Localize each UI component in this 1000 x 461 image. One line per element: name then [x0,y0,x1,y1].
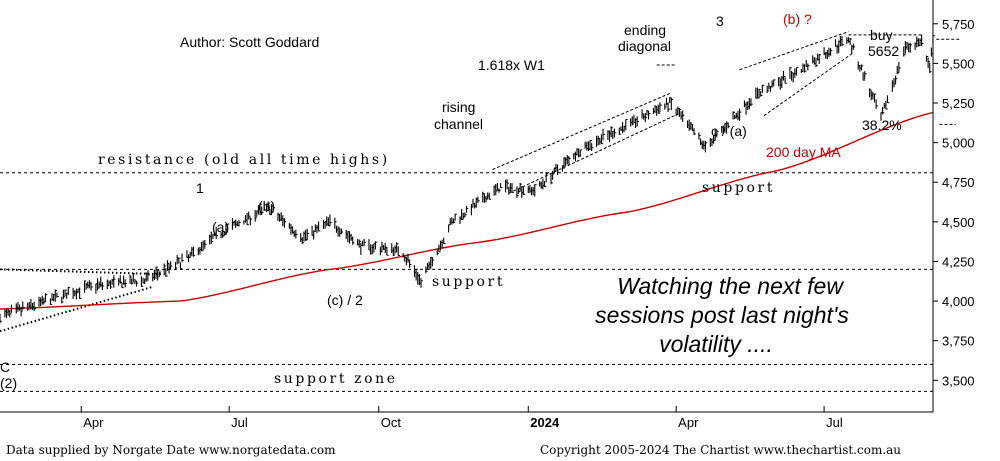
ma-label: 200 day MA [766,144,841,160]
wave-b-question-label: (b) ? [783,11,812,27]
rising-channel-label-1: rising [442,99,475,115]
footer-copyright: Copyright 2005-2024 The Chartist www.the… [540,443,902,457]
wave-3-label: 3 [716,13,724,29]
commentary-line-3: volatility .... [659,331,773,357]
commentary-line-2: sessions post last night's [595,302,849,328]
y-tick-label: 3,750 [942,334,975,349]
y-tick-label: 5,250 [942,96,975,111]
y-tick-label: 4,500 [942,215,975,230]
ending-diagonal-label-2: diagonal [618,38,671,54]
y-tick-label: 5,000 [942,136,975,151]
wave-2-label: (2) [0,375,17,391]
support-zone-label: support zone [274,371,398,387]
ending-diagonal-upper [739,31,849,71]
support-label-lower: support [432,274,505,290]
rising-channel-lower [508,113,679,194]
y-tick-label: 3,500 [942,373,975,388]
y-tick-label: 5,500 [942,56,975,71]
wave-a-label: (a) [212,219,229,235]
support-label-upper: support [702,180,775,196]
ma-200-line [0,111,934,310]
y-tick-label: 5,750 [942,17,975,32]
rising-channel-label-2: channel [434,116,483,132]
triangle-upper [0,268,161,276]
wave-C-label: C [0,359,10,375]
y-tick-label: 4,000 [942,294,975,309]
x-tick-label: Jul [231,415,248,430]
x-tick-label: Oct [381,415,402,430]
x-tick-label: Apr [83,415,104,430]
y-tick-label: 4,750 [942,175,975,190]
wave-b-label: (b) [258,198,275,214]
ending-diagonal-lower [763,53,853,117]
footer-data-source: Data supplied by Norgate Date www.norgat… [6,443,336,457]
fib-label: 38.2% [862,117,902,133]
author-label: Author: Scott Goddard [180,34,319,50]
rising-channel-upper [492,93,670,171]
y-tick-label: 4,250 [942,254,975,269]
buy-level-label: 5652 [868,43,899,59]
x-tick-label: Apr [678,415,699,430]
buy-label: buy [870,27,893,43]
wave-c2-label: (c) / 2 [327,292,363,308]
x-tick-label: Jul [826,415,843,430]
commentary-line-1: Watching the next few [617,273,844,299]
w1-extension-label: 1.618x W1 [478,57,545,73]
wave-1-label: 1 [196,180,204,196]
resistance-label: resistance (old all time highs) [98,152,390,168]
triangle-lower [0,285,154,333]
x-tick-label: 2024 [530,415,560,430]
wave-ca-label: c / (a) [711,123,747,139]
ending-diagonal-label-1: ending [624,22,666,38]
